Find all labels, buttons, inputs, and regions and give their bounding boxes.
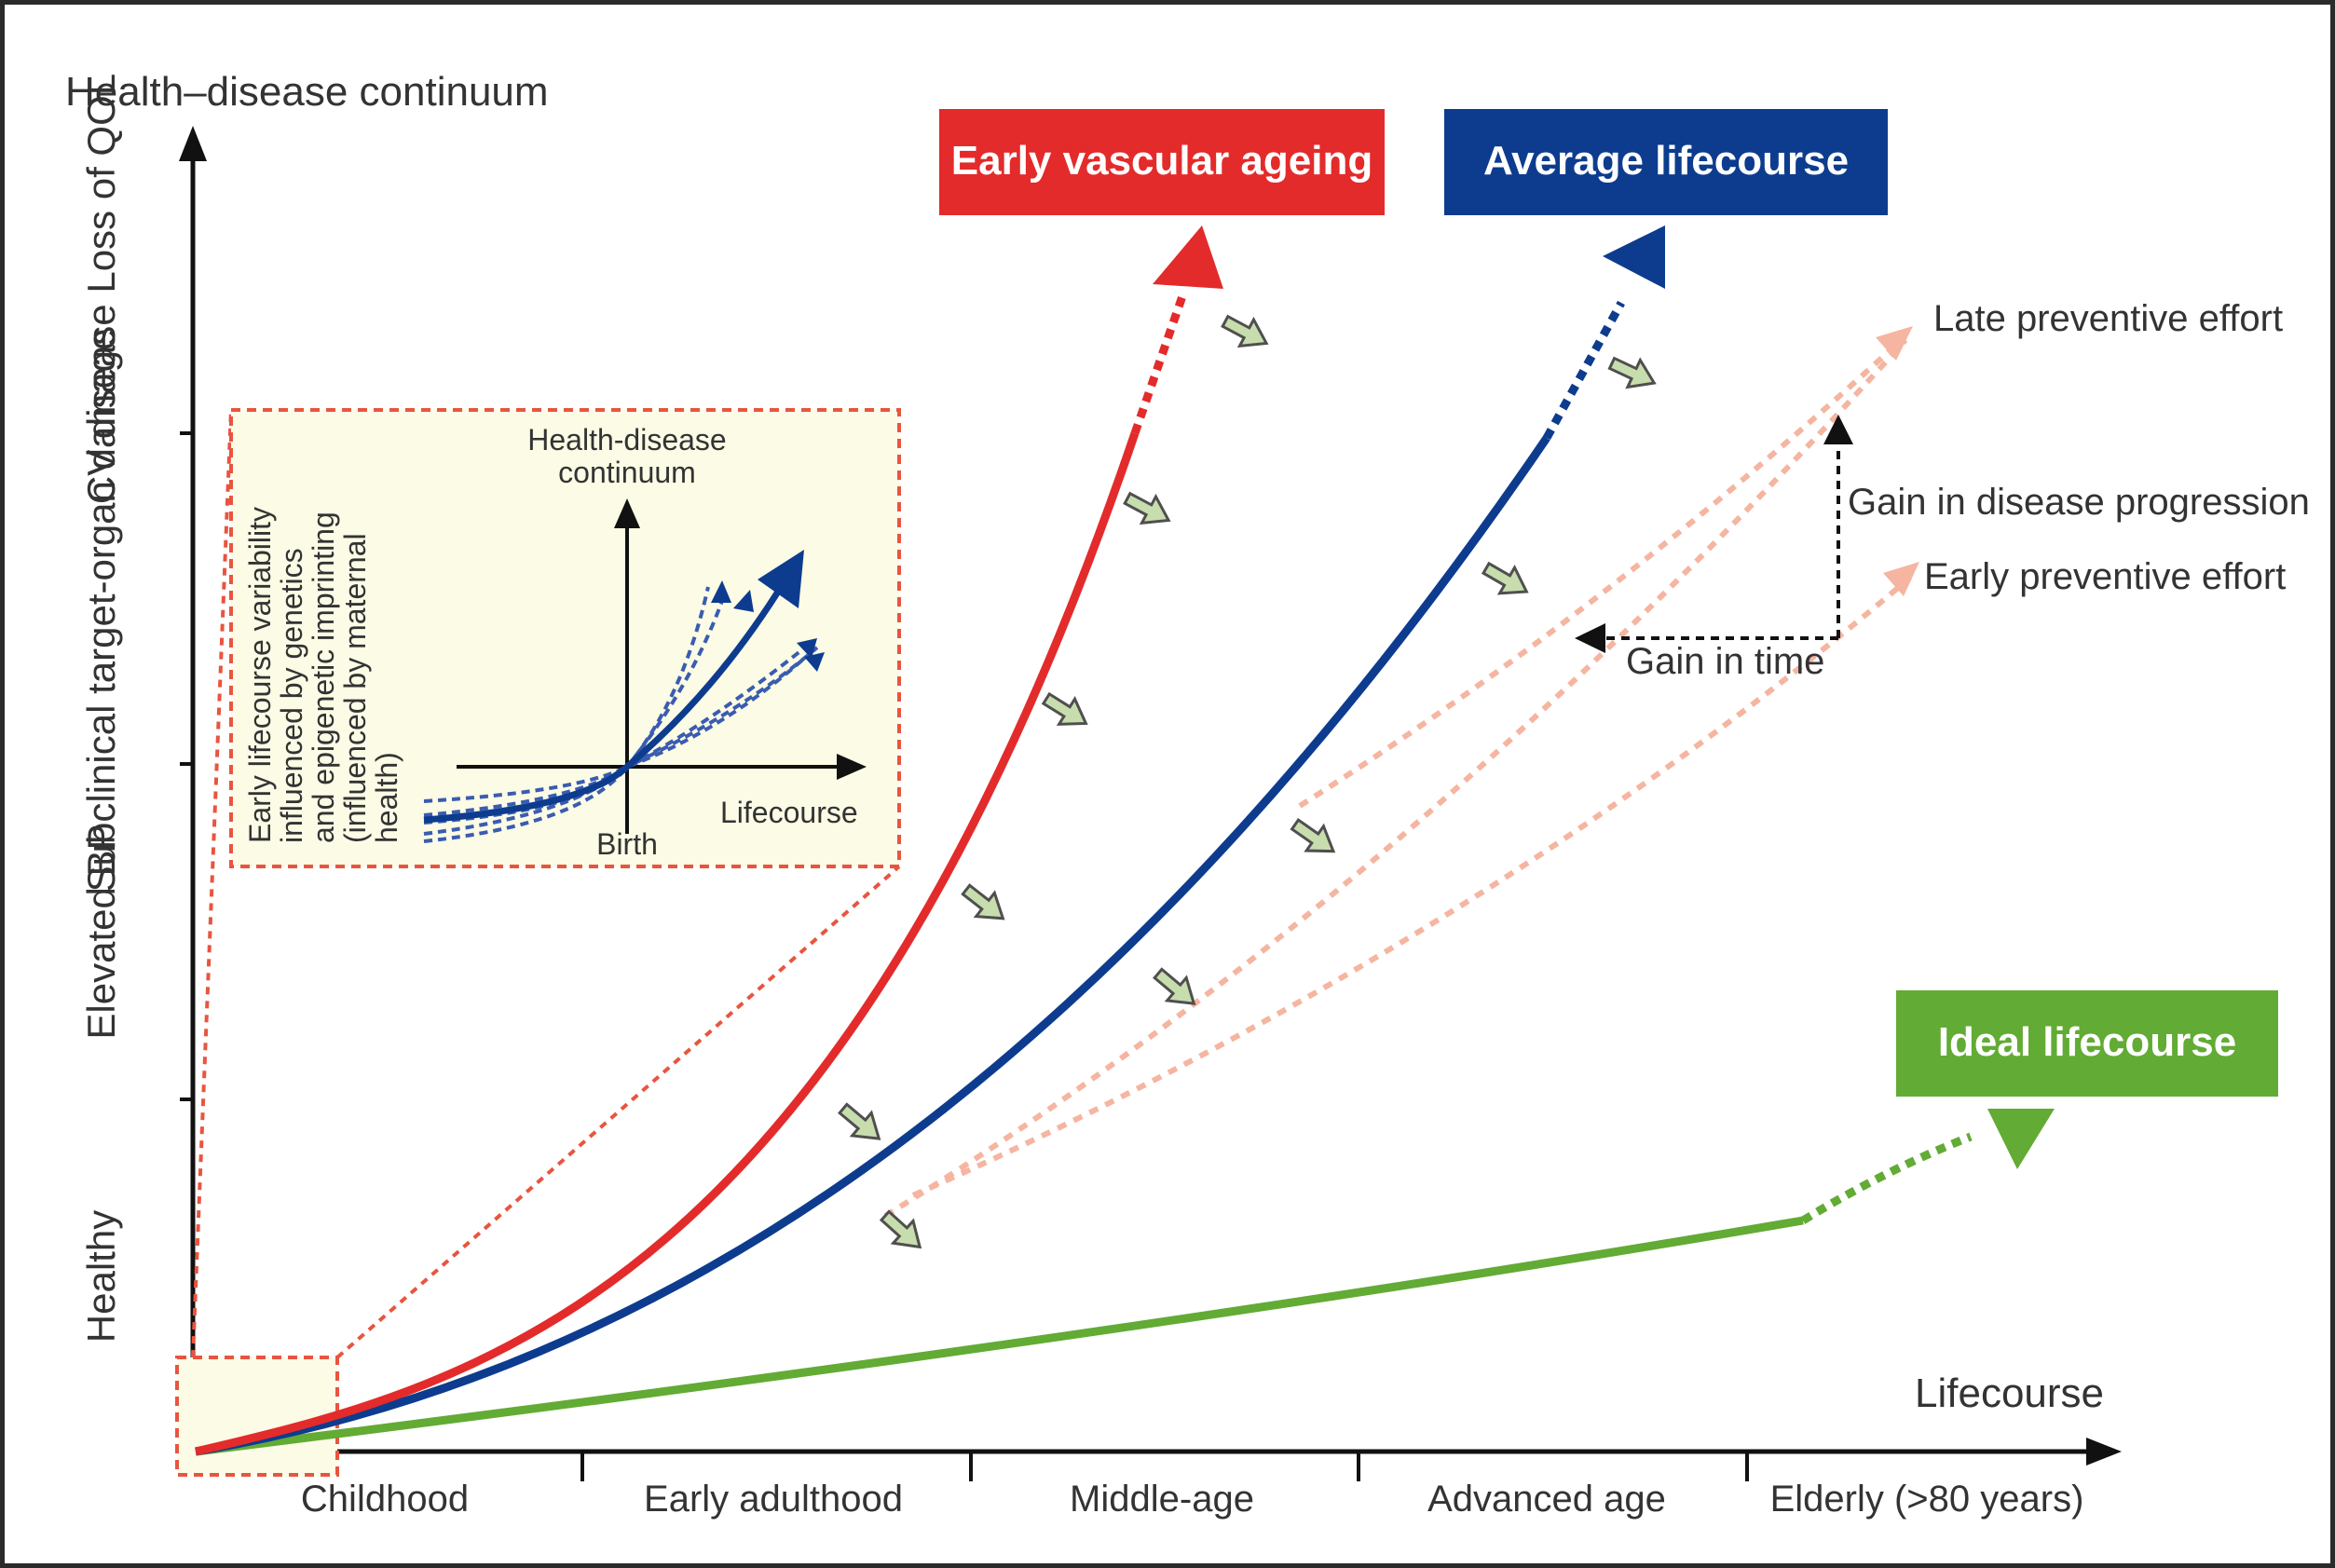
gain-in-time-label: Gain in time — [1626, 641, 1824, 682]
shift-arrows — [838, 314, 1657, 1249]
early-preventive-effort-label: Early preventive effort — [1924, 556, 2286, 597]
inset-panel — [229, 408, 901, 868]
shift-arrow — [1221, 314, 1269, 348]
lifecourse-diagram: Health–disease continuum Lifecourse Heal… — [65, 69, 2310, 1520]
early-vascular-ageing-label: Early vascular ageing — [951, 138, 1372, 184]
inset-note: Early lifecourse variability influenced … — [243, 507, 403, 843]
gain-progression-label: Gain in disease progression — [1848, 482, 2310, 523]
shift-arrow — [961, 883, 1005, 920]
inset-x-title: Lifecourse — [720, 796, 858, 829]
x-axis-title: Lifecourse — [1915, 1370, 2104, 1416]
ideal-lifecourse-label: Ideal lifecourse — [1938, 1019, 2236, 1065]
x-stage-early-adulthood: Early adulthood — [644, 1479, 903, 1520]
early-vascular-ageing-curve — [194, 225, 1223, 1456]
inset-y-title-1: Health-disease — [527, 423, 726, 457]
inset-birth-label: Birth — [596, 827, 658, 861]
shift-arrow — [1123, 491, 1171, 525]
inset-note-line-4: (influenced by maternal — [338, 533, 372, 843]
shift-arrow — [1041, 691, 1088, 726]
shift-arrow — [1290, 817, 1336, 853]
zoom-highlight — [175, 409, 901, 1477]
x-stage-elderly: Elderly (>80 years) — [1770, 1479, 2084, 1520]
inset-note-line-5: health) — [370, 752, 403, 843]
shift-arrow — [838, 1102, 881, 1140]
inset-y-title-2: continuum — [558, 456, 696, 489]
y-axis-title: Health–disease continuum — [65, 69, 549, 115]
axes — [179, 126, 2122, 1481]
average-lifecourse-curve — [195, 225, 1665, 1456]
ideal-lifecourse-curve — [195, 1109, 2055, 1456]
average-lifecourse-label: Average lifecourse — [1483, 138, 1849, 184]
y-level-cv-disease: CV disease Loss of QOL — [79, 74, 123, 504]
shift-arrow — [1607, 356, 1657, 389]
gain-annotations — [1575, 415, 1853, 653]
late-preventive-effort-label: Late preventive effort — [1933, 298, 2283, 339]
inset-note-line-2: influenced by genetics — [275, 548, 308, 843]
inset-note-line-1: Early lifecourse variability — [243, 507, 277, 843]
y-level-healthy: Healthy — [79, 1210, 123, 1343]
ideal-lifecourse-box: Ideal lifecourse — [1896, 990, 2278, 1097]
preventive-effort-paths — [883, 326, 1919, 1219]
y-level-subclinical: Subclinical target-organ damage — [79, 329, 123, 893]
x-stage-advanced-age: Advanced age — [1427, 1479, 1666, 1520]
x-stage-middle-age: Middle-age — [1070, 1479, 1254, 1520]
average-lifecourse-box: Average lifecourse — [1444, 109, 1888, 215]
inset-note-line-3: and epigenetic imprinting — [307, 511, 340, 843]
x-stage-childhood: Childhood — [301, 1479, 469, 1520]
early-vascular-ageing-box: Early vascular ageing — [939, 109, 1385, 215]
shift-arrow — [879, 1209, 922, 1249]
shift-arrow — [1153, 967, 1196, 1005]
y-level-elevated-bp: Elevated BP — [79, 824, 123, 1039]
shift-arrow — [1481, 561, 1529, 595]
